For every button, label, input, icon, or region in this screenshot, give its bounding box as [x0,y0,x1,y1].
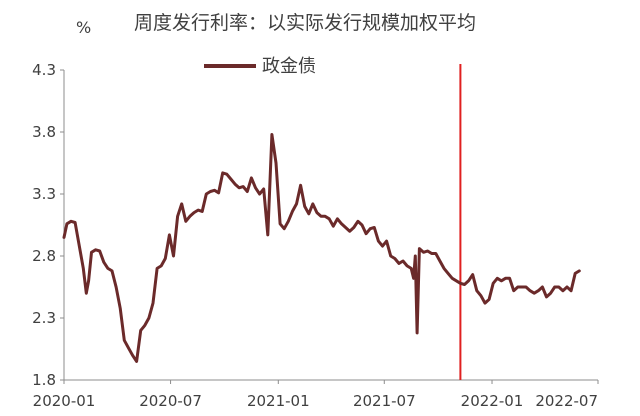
y-tick-label: 1.8 [32,371,56,389]
x-tick-label: 2020-01 [33,392,96,410]
x-axis-ticks: 2020-01 2020-07 2021-01 2021-07 2022-01 2022-… [33,380,599,410]
y-tick-label: 2.3 [32,309,56,327]
y-tick-label: 2.8 [32,247,56,265]
x-tick-label: 2021-07 [353,392,416,410]
y-axis-unit-label: % [76,18,91,37]
y-tick-label: 3.3 [32,185,56,203]
series-line-zhengjinzhai [62,133,581,363]
y-axis-ticks: 4.3 3.8 3.3 2.8 2.3 1.8 [32,61,64,389]
chart-title: 周度发行利率：以实际发行规模加权平均 [134,12,476,34]
x-tick-label: 2022-07 [535,392,598,410]
legend-label-zhengjinzhai: 政金债 [262,56,316,77]
y-tick-label: 4.3 [32,61,56,79]
y-tick-label: 3.8 [32,123,56,141]
x-tick-label: 2022-01 [461,392,524,410]
legend: 政金债 [204,56,316,77]
x-tick-label: 2021-01 [247,392,310,410]
x-tick-label: 2020-07 [139,392,202,410]
